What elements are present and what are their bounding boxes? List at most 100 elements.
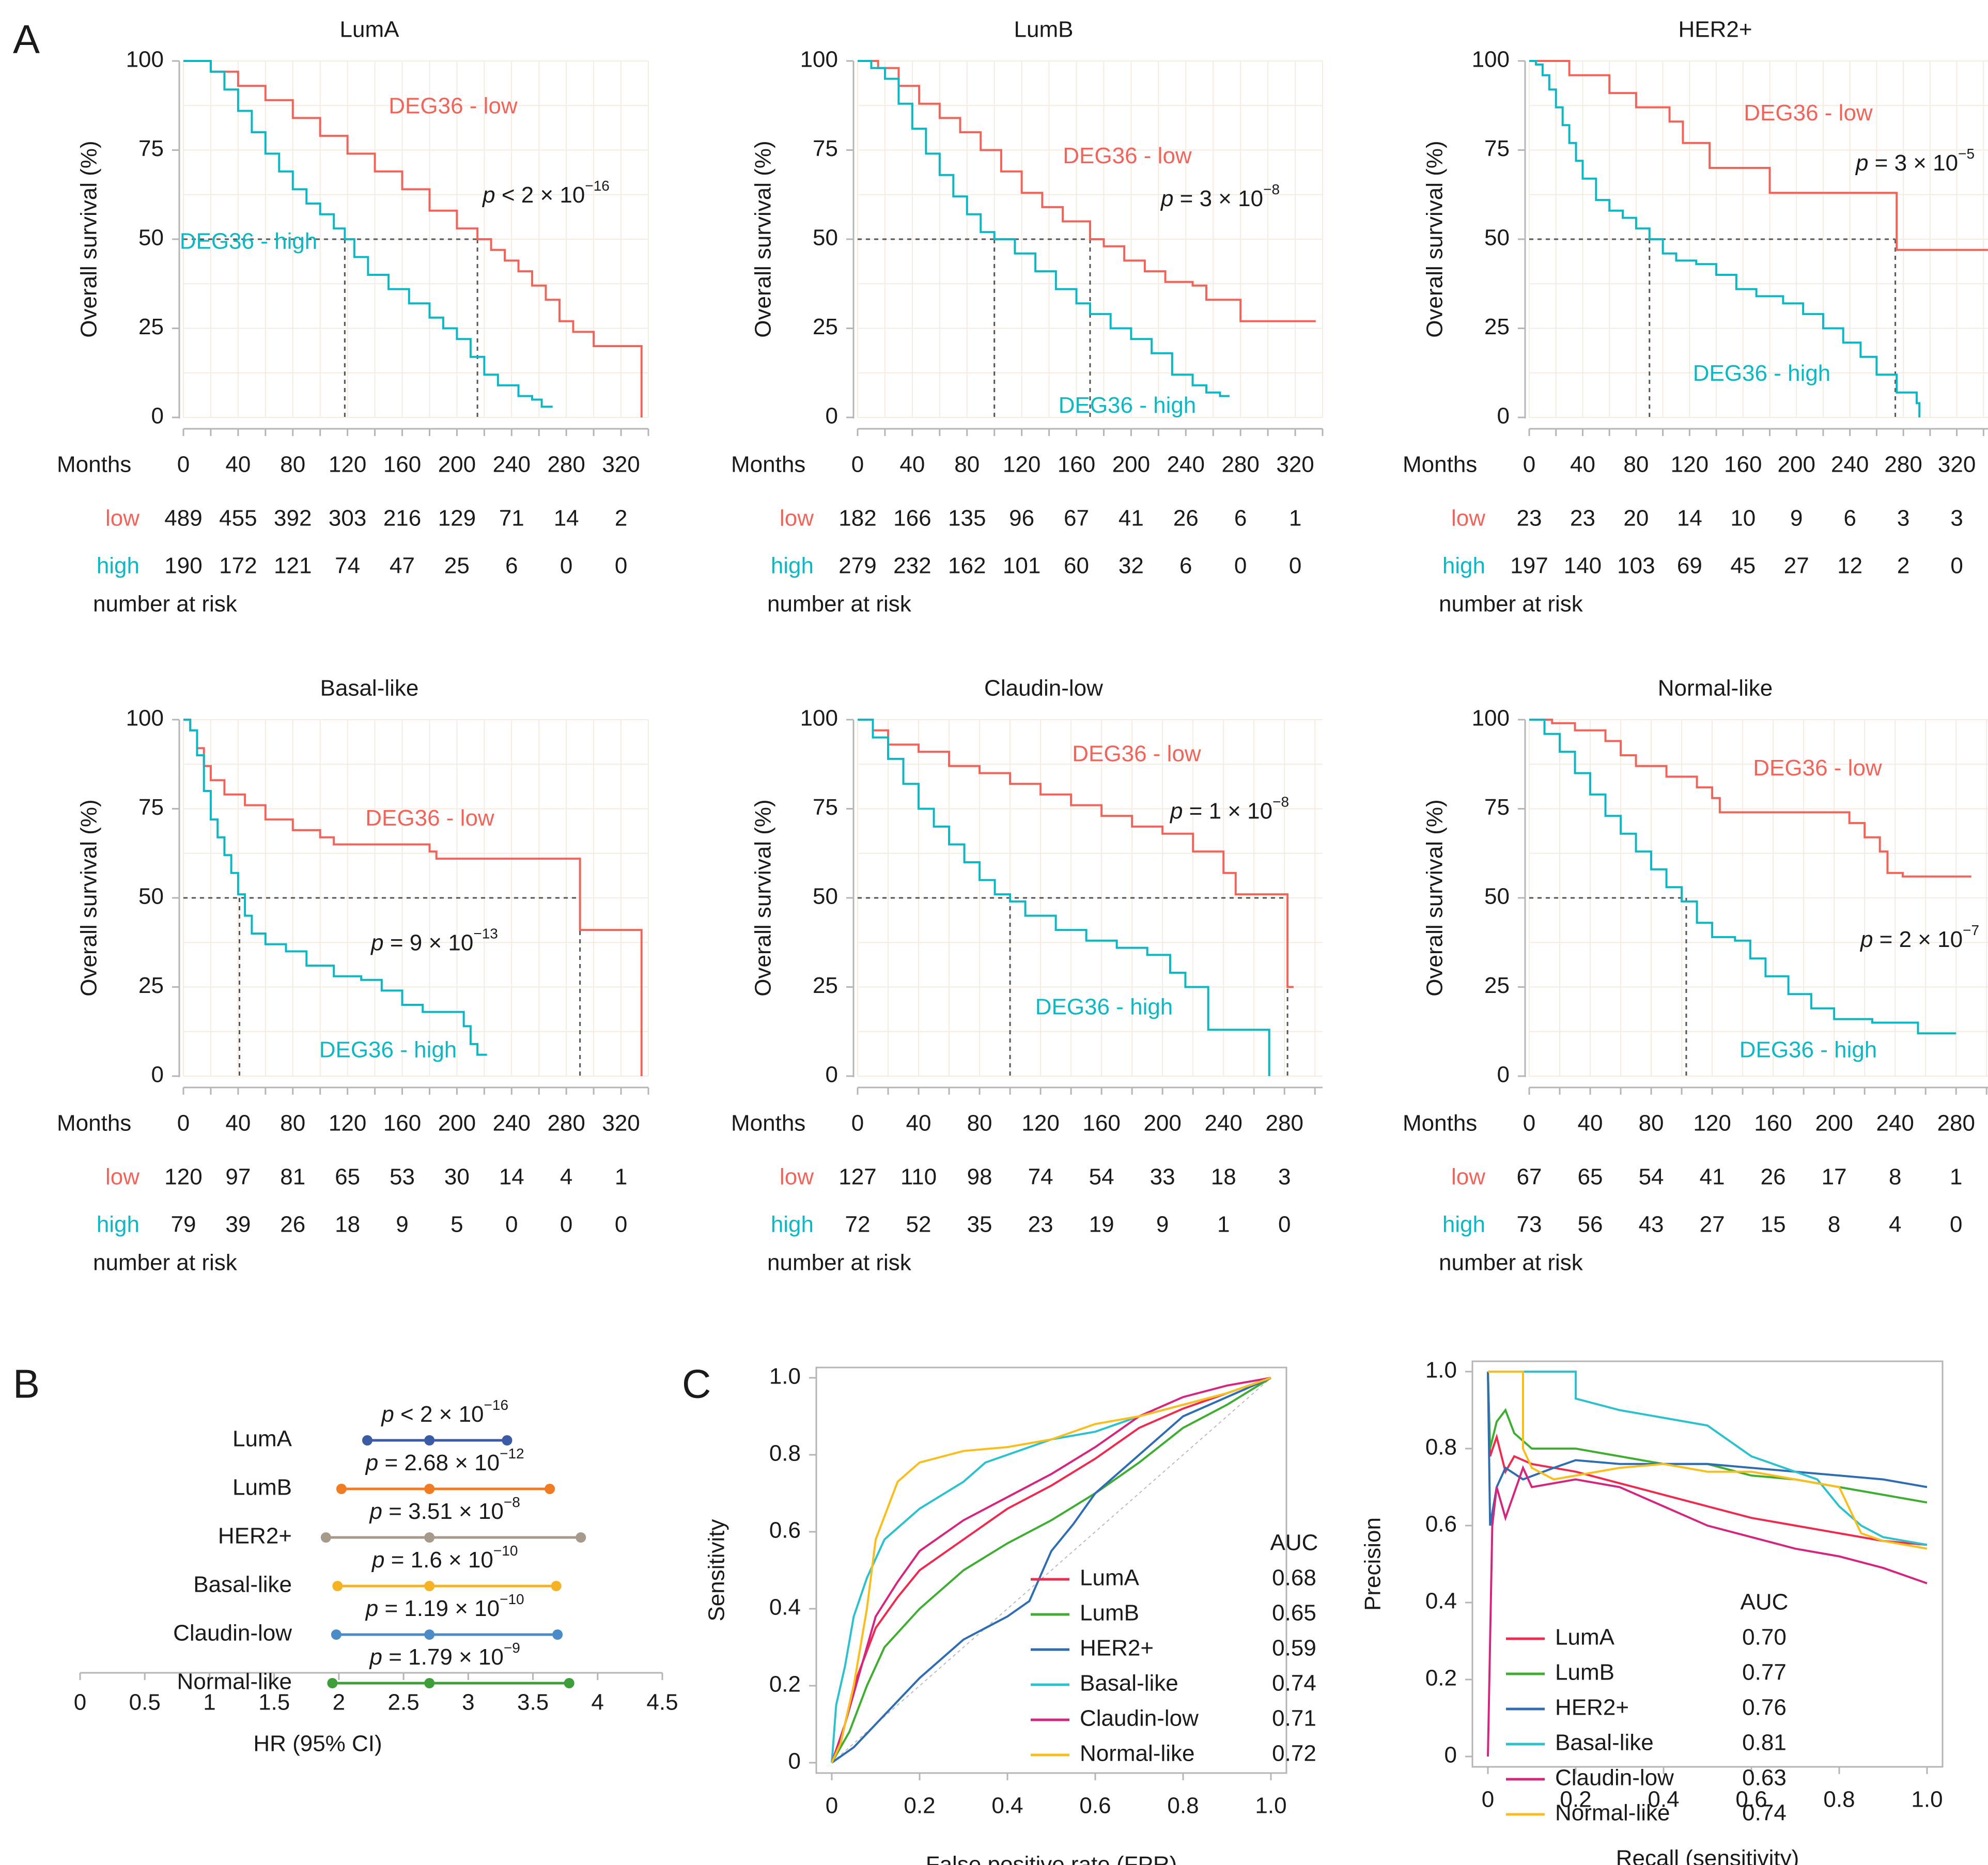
forest-ci-low-dot	[327, 1678, 338, 1688]
km-6-low-curve	[1529, 719, 1971, 878]
km-1-risk-low: 455	[219, 506, 257, 531]
km-1-ytick-label: 0	[151, 403, 164, 429]
km-6-risk-high: 27	[1700, 1212, 1725, 1237]
km-1-month-tick: 40	[225, 452, 251, 477]
km-3-risk-high: 103	[1617, 553, 1655, 579]
km-2-ytick-label: 0	[826, 403, 838, 429]
km-5-risk-low: 127	[838, 1164, 876, 1190]
km-4-row-low: low	[105, 1164, 139, 1190]
pr-xtick-label: 0.6	[1735, 1787, 1767, 1812]
km-1-ytick-label: 100	[126, 47, 164, 72]
km-4-high-curve	[183, 719, 487, 1056]
km-1-risk-low: 216	[383, 506, 421, 531]
km-2-row-high: high	[771, 553, 814, 579]
km-2-months-label: Months	[731, 452, 805, 477]
roc-xlabel: False positive rate (FPR)	[926, 1852, 1177, 1865]
km-2-ytick-label: 100	[800, 47, 838, 72]
km-2-row-low: low	[780, 506, 814, 531]
km-1-high-curve	[183, 60, 553, 408]
km-1-ytick-label: 50	[138, 225, 164, 251]
pr-curve-Basal-like	[1488, 1371, 1928, 1546]
roc-diagonal	[831, 1377, 1271, 1763]
pr-legend-auc: 0.70	[1742, 1625, 1787, 1650]
km-5-risk-high: 23	[1028, 1212, 1053, 1237]
km-4-low-label: DEG36 - low	[365, 805, 494, 831]
km-3-ytick-label: 100	[1472, 47, 1510, 72]
forest-hr-dot	[424, 1581, 435, 1591]
km-5-month-tick: 160	[1082, 1111, 1120, 1136]
km-2-pvalue: p = 3 × 10−8	[1160, 181, 1280, 211]
roc-ytick-label: 0.8	[769, 1441, 801, 1466]
km-4-month-tick: 280	[547, 1111, 585, 1136]
km-6-month-tick: 200	[1815, 1111, 1853, 1136]
km-1-pvalue: p < 2 × 10−16	[482, 178, 610, 208]
km-1-ytick-label: 75	[138, 136, 164, 161]
forest-xtick-label: 1	[203, 1690, 215, 1715]
km-2-risk-high: 60	[1064, 553, 1089, 579]
km-1-title: LumA	[340, 17, 400, 42]
roc-xtick-label: 1.0	[1255, 1793, 1286, 1819]
km-2-risk-high: 6	[1179, 553, 1192, 579]
forest-ci-high-dot	[576, 1532, 586, 1543]
km-3-risk-high: 0	[1950, 553, 1963, 579]
forest-xtick-label: 3	[462, 1690, 474, 1715]
km-1-risk-low: 2	[615, 506, 627, 531]
km-4-risk-low: 81	[280, 1164, 305, 1190]
forest-row-label: HER2+	[218, 1524, 292, 1549]
pr-legend-name: HER2+	[1555, 1695, 1629, 1720]
km-5-risk-high: 72	[845, 1212, 871, 1237]
km-2-risk-low: 135	[948, 506, 986, 531]
roc-legend-name: Normal-like	[1080, 1741, 1194, 1766]
km-6-risk-low: 8	[1889, 1164, 1901, 1190]
forest-ci-high-dot	[545, 1484, 555, 1494]
forest-row-label: Claudin-low	[173, 1621, 292, 1646]
km-5-risk-low: 33	[1150, 1164, 1175, 1190]
roc-legend-name: LumB	[1080, 1600, 1139, 1626]
km-6-month-tick: 160	[1754, 1111, 1792, 1136]
forest-ci-low-dot	[331, 1629, 341, 1640]
km-4-risk-high: 5	[451, 1212, 463, 1237]
pr-xtick-label: 0	[1482, 1787, 1494, 1812]
roc-legend-name: Claudin-low	[1080, 1706, 1199, 1731]
km-3-risk-low: 3	[1897, 506, 1909, 531]
km-6-row-high: high	[1442, 1212, 1485, 1237]
km-2-ytick-label: 75	[813, 136, 838, 161]
pr-legend-auc: 0.76	[1742, 1695, 1787, 1720]
km-5-risk-high: 1	[1217, 1212, 1230, 1237]
km-2-risk-label: number at risk	[767, 592, 912, 617]
km-5-ytick-label: 0	[826, 1062, 838, 1087]
km-4-risk-high: 26	[280, 1212, 305, 1237]
km-3-ytick-label: 75	[1484, 136, 1510, 161]
panel-label-a: A	[13, 17, 40, 62]
km-2-ylabel: Overall survival (%)	[751, 141, 776, 337]
km-1-risk-high: 172	[219, 553, 257, 579]
pr-legend-name: LumA	[1555, 1625, 1615, 1650]
km-6-risk-low: 41	[1700, 1164, 1725, 1190]
km-1-risk-low: 71	[499, 506, 524, 531]
km-1-month-tick: 120	[329, 452, 366, 477]
forest-ci-low-dot	[336, 1484, 347, 1494]
km-5-ytick-label: 25	[813, 973, 838, 998]
km-2-month-tick: 160	[1058, 452, 1095, 477]
km-1-risk-low: 303	[329, 506, 366, 531]
km-5-low-label: DEG36 - low	[1072, 741, 1201, 767]
pr-ytick-label: 1.0	[1425, 1358, 1457, 1383]
km-3-risk-high: 45	[1730, 553, 1756, 579]
forest-pvalue: p = 1.6 × 10−10	[371, 1543, 518, 1572]
km-3-pvalue: p = 3 × 10−5	[1855, 146, 1975, 175]
km-2-risk-low: 182	[838, 506, 876, 531]
km-4-month-tick: 40	[225, 1111, 251, 1136]
km-5-pvalue: p = 1 × 10−8	[1169, 794, 1289, 823]
km-2-risk-high: 32	[1119, 553, 1144, 579]
km-1-row-low: low	[105, 506, 139, 531]
forest-xtick-label: 0.5	[129, 1690, 161, 1715]
roc-xtick-label: 0	[826, 1793, 838, 1819]
km-3-risk-low: 6	[1843, 506, 1856, 531]
roc-curve-Claudin-low	[831, 1377, 1271, 1763]
forest-xtick-label: 1.5	[258, 1690, 290, 1715]
km-5-risk-label: number at risk	[767, 1250, 912, 1276]
km-4-risk-high: 0	[615, 1212, 627, 1237]
km-4-risk-low: 14	[499, 1164, 524, 1190]
km-4-risk-high: 0	[560, 1212, 572, 1237]
